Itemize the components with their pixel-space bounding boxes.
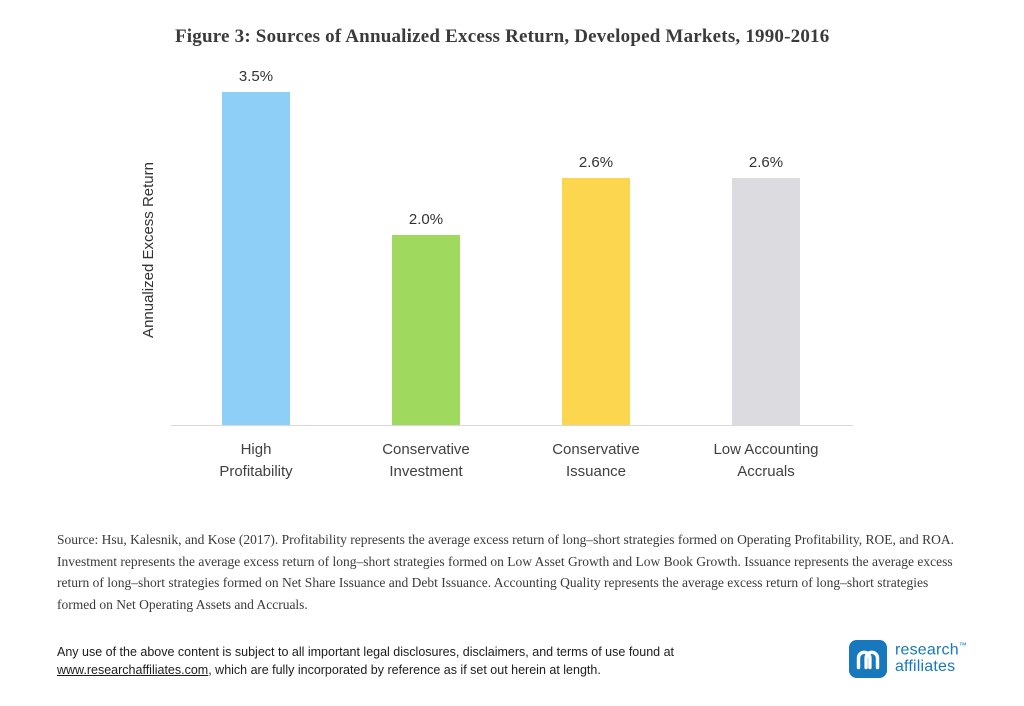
bar (222, 92, 290, 426)
y-axis-label-wrap: Annualized Excess Return (140, 74, 157, 426)
bar-value-label: 2.6% (748, 154, 784, 172)
bar-group: 2.6% (681, 154, 851, 426)
logo-line-research: research™ (894, 641, 967, 659)
footer: Any use of the above content is subject … (57, 640, 967, 680)
bar-value-label: 2.0% (408, 211, 444, 229)
legal-text-before: Any use of the above content is subject … (57, 644, 674, 659)
bar-group: 3.5% (171, 68, 341, 426)
source-note: Source: Hsu, Kalesnik, and Kose (2017). … (57, 531, 955, 613)
category-label: Conservative Investment (382, 441, 470, 480)
research-affiliates-logo: research™ affiliates (848, 640, 967, 679)
plot-area: 3.5% 2.0% 2.6% 2.6% (171, 68, 853, 427)
logo-line-affiliates: affiliates (894, 658, 956, 676)
bar-group: 2.0% (341, 211, 511, 426)
trademark-symbol: ™ (958, 641, 967, 651)
chart-area: Annualized Excess Return 3.5% 2.0% 2.6% 2.6… (140, 68, 1024, 483)
researchaffiliates-link[interactable]: www.researchaffiliates.com (57, 663, 209, 678)
y-axis-label: Annualized Excess Return (140, 162, 157, 339)
chart-title: Figure 3: Sources of Annualized Excess R… (175, 26, 830, 47)
bar (392, 235, 460, 426)
bar-group: 2.6% (511, 154, 681, 426)
logo-wordmark: research™ affiliates (894, 641, 967, 676)
bar (562, 178, 630, 426)
x-axis-labels: High Profitability Conservative Investment C… (171, 439, 853, 483)
bar-value-label: 3.5% (238, 68, 274, 86)
category-label: Low Accounting Accruals (713, 441, 819, 480)
plot-column: 3.5% 2.0% 2.6% 2.6% High Profitability Conser… (171, 68, 853, 483)
bar-value-label: 2.6% (578, 154, 614, 172)
bar (732, 178, 800, 426)
legal-disclaimer: Any use of the above content is subject … (57, 643, 717, 681)
ra-logo-mark-icon (848, 640, 887, 679)
legal-text-after: , which are fully incorporated by refere… (208, 663, 601, 678)
category-label: Conservative Issuance (552, 441, 640, 480)
category-label: High Profitability (219, 441, 293, 480)
